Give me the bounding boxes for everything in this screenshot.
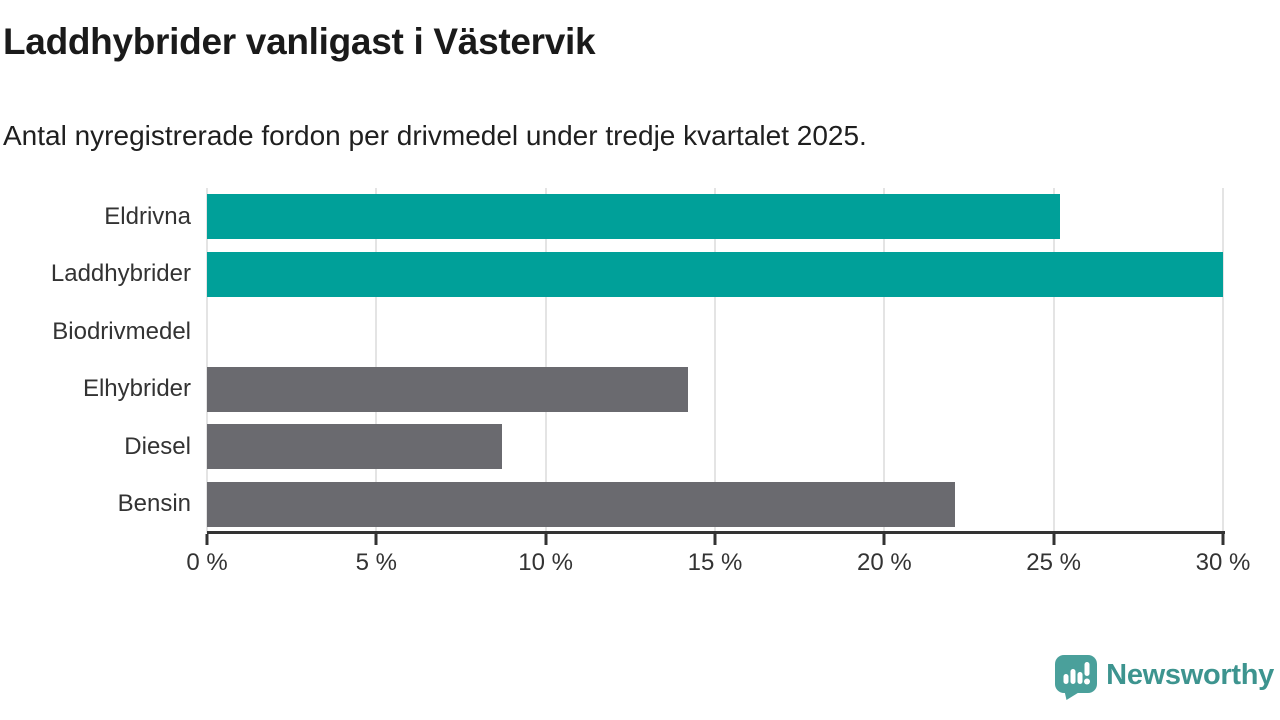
bar-row: Elhybrider [83, 361, 1223, 419]
bar-laddhybrider [207, 251, 1223, 297]
category-label: Eldrivna [104, 202, 191, 230]
x-axis-tick-label: 10 % [518, 549, 574, 576]
x-axis-tick [205, 534, 209, 545]
x-axis-tick [882, 534, 886, 545]
newsworthy-logo: Newsworthy [1054, 654, 1274, 700]
x-axis-tick [544, 534, 548, 545]
x-axis-tick-label: 30 % [1195, 549, 1251, 576]
category-label: Biodrivmedel [52, 317, 191, 345]
bar-row: Eldrivna [104, 188, 1223, 246]
gridline [1222, 188, 1224, 533]
gridline [1052, 188, 1055, 533]
bar-diesel [207, 424, 502, 469]
x-axis-tick [1221, 534, 1225, 545]
bar-row: Bensin [118, 476, 1223, 534]
category-label: Laddhybrider [50, 260, 191, 288]
bar-chart-plot-area: Eldrivna Laddhybrider Biodrivmedel Elhybrid… [51, 188, 1224, 534]
chart-subtitle: Antal nyregistrerade fordon per drivmede… [3, 120, 867, 151]
x-axis-tick-label: 20 % [856, 549, 912, 576]
bar-elhybrider [207, 366, 688, 412]
newsworthy-logo-icon [1055, 655, 1098, 700]
category-label: Diesel [124, 432, 191, 460]
x-axis-tick [713, 534, 717, 545]
bar-row: Diesel [124, 418, 1223, 476]
gridline [206, 188, 208, 533]
x-axis-tick-label: 25 % [1026, 549, 1082, 576]
newsworthy-logo-text: Newsworthy [1106, 659, 1274, 691]
bar-eldrivna [207, 194, 1061, 239]
x-axis-tick [1052, 534, 1056, 545]
gridline [714, 188, 716, 533]
bar-row: Biodrivmedel [52, 303, 1223, 361]
bar-row: Laddhybrider [51, 246, 1223, 304]
x-axis-line [207, 531, 1225, 534]
category-label: Elhybrider [82, 375, 191, 403]
x-axis-tick-label: 5 % [355, 549, 398, 576]
category-label: Bensin [117, 490, 191, 518]
x-axis-tick-label: 0 % [186, 549, 228, 576]
page-title: Laddhybrider vanligast i Västervik [3, 21, 596, 62]
gridline [883, 188, 886, 533]
bar-bensin [207, 481, 956, 527]
x-axis-tick [374, 534, 378, 545]
gridline [375, 188, 378, 533]
gridline [544, 188, 547, 533]
x-axis-tick-label: 15 % [687, 549, 743, 576]
